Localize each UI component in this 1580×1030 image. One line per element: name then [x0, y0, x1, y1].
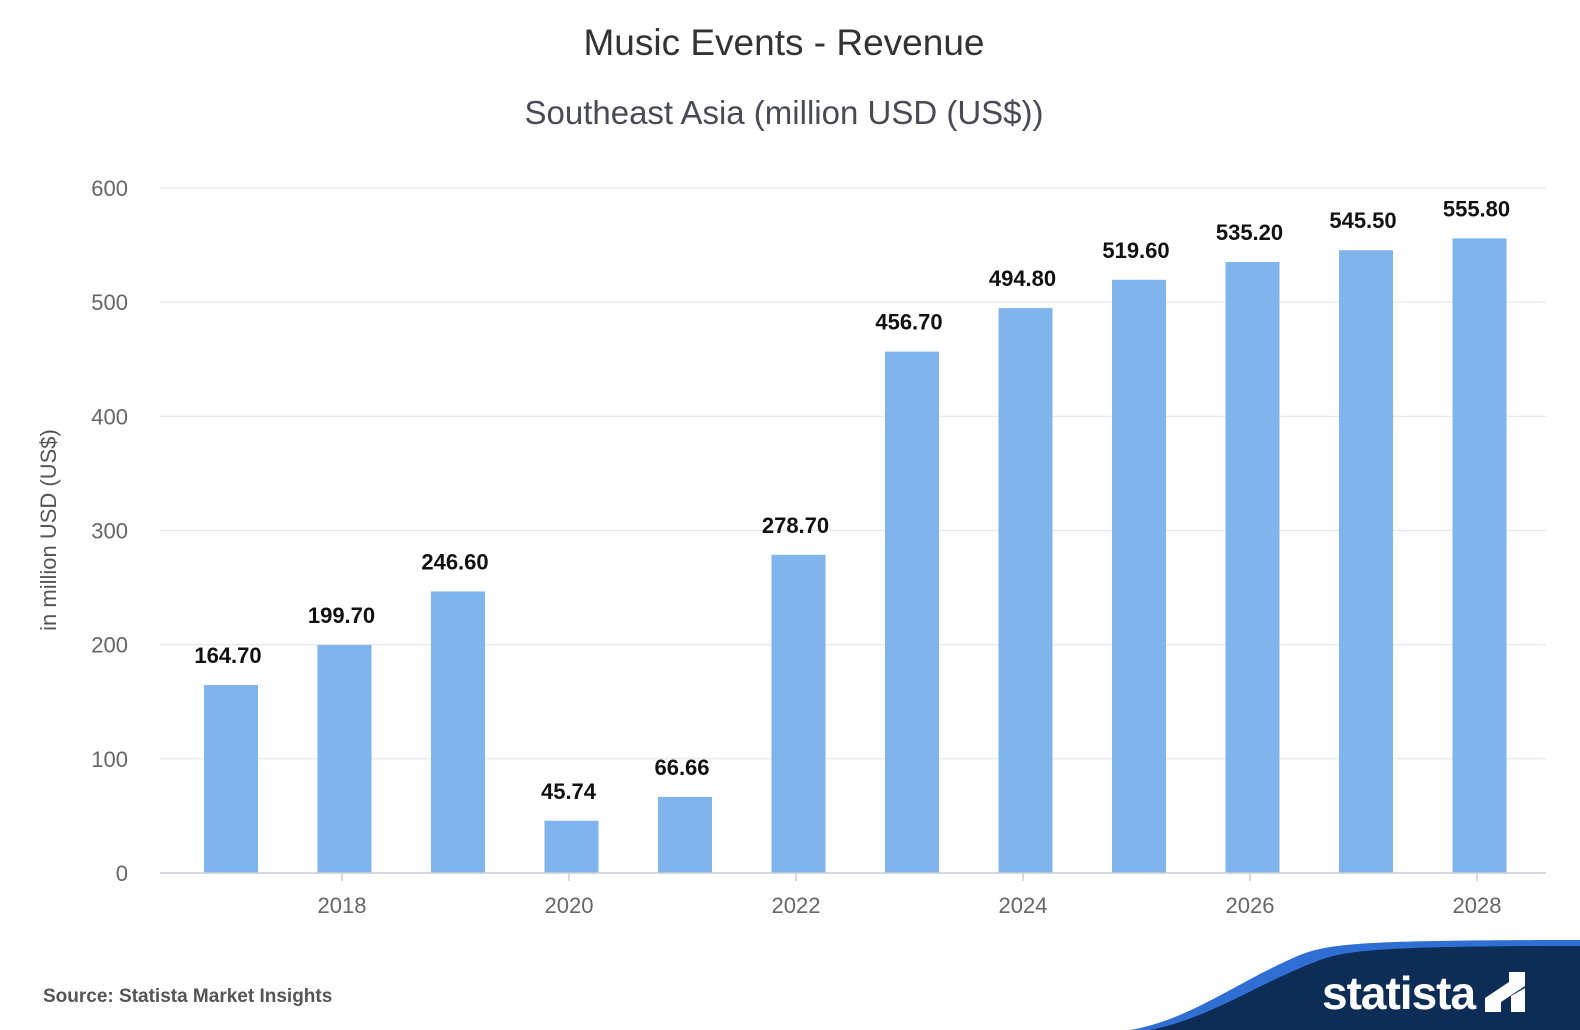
x-tick-label: 2026 — [1226, 893, 1275, 918]
source-note: Source: Statista Market Insights — [43, 986, 333, 1007]
bar-2025 — [1112, 279, 1166, 873]
bar-2024 — [998, 308, 1053, 873]
bar-2026 — [1225, 261, 1280, 874]
data-label-2020: 45.74 — [541, 779, 597, 804]
bar-2019 — [431, 591, 485, 873]
statista-logo-banner — [1130, 940, 1580, 1030]
gridlines — [160, 187, 1546, 760]
y-tick-label: 500 — [91, 290, 128, 315]
logo-wave — [1150, 946, 1580, 1030]
data-label-2021: 66.66 — [654, 755, 709, 780]
bar-2020 — [544, 820, 599, 873]
x-tick-label: 2022 — [772, 893, 821, 918]
y-tick-label: 200 — [91, 633, 128, 658]
y-tick-label: 0 — [116, 861, 128, 886]
statista-wordmark: statista — [1322, 967, 1476, 1019]
y-tick-label: 400 — [91, 404, 128, 429]
bar-2027 — [1339, 250, 1393, 874]
data-label-2019: 246.60 — [421, 549, 488, 574]
data-label-2024: 494.80 — [989, 266, 1056, 291]
chart-title: Music Events - Revenue — [583, 22, 985, 63]
y-tick-label: 100 — [91, 747, 128, 772]
bar-2023 — [885, 351, 939, 873]
x-tick-label: 2018 — [318, 893, 367, 918]
data-label-2026: 535.20 — [1216, 220, 1283, 245]
x-axis-ticks: 2018 2020 2022 2024 2026 2028 — [318, 873, 1502, 918]
data-label-2018: 199.70 — [308, 603, 375, 628]
bar-2021 — [658, 796, 712, 873]
data-label-2028: 555.80 — [1443, 196, 1510, 221]
y-axis-ticks: 0 100 200 300 400 500 600 — [91, 176, 128, 886]
y-tick-label: 600 — [91, 176, 128, 201]
x-tick-label: 2020 — [545, 893, 594, 918]
data-label-2017: 164.70 — [194, 643, 261, 668]
data-label-2023: 456.70 — [875, 310, 942, 335]
bar-2018 — [317, 645, 372, 873]
bar-2028 — [1452, 238, 1507, 873]
bar-2022 — [771, 554, 826, 873]
data-label-2027: 545.50 — [1329, 208, 1396, 233]
y-tick-label: 300 — [91, 519, 128, 544]
bars — [204, 238, 1507, 874]
statista-mark-icon — [1485, 972, 1525, 1012]
data-labels: 164.70 199.70 246.60 45.74 66.66 278.70 456.70… — [194, 196, 1510, 803]
x-tick-label: 2028 — [1453, 893, 1502, 918]
chart-subtitle: Southeast Asia (million USD (US$)) — [524, 94, 1044, 131]
data-label-2025: 519.60 — [1102, 238, 1169, 263]
y-axis-label: in million USD (US$) — [36, 429, 61, 631]
data-label-2022: 278.70 — [762, 513, 829, 538]
bar-2017 — [204, 684, 258, 873]
x-tick-label: 2024 — [999, 893, 1048, 918]
